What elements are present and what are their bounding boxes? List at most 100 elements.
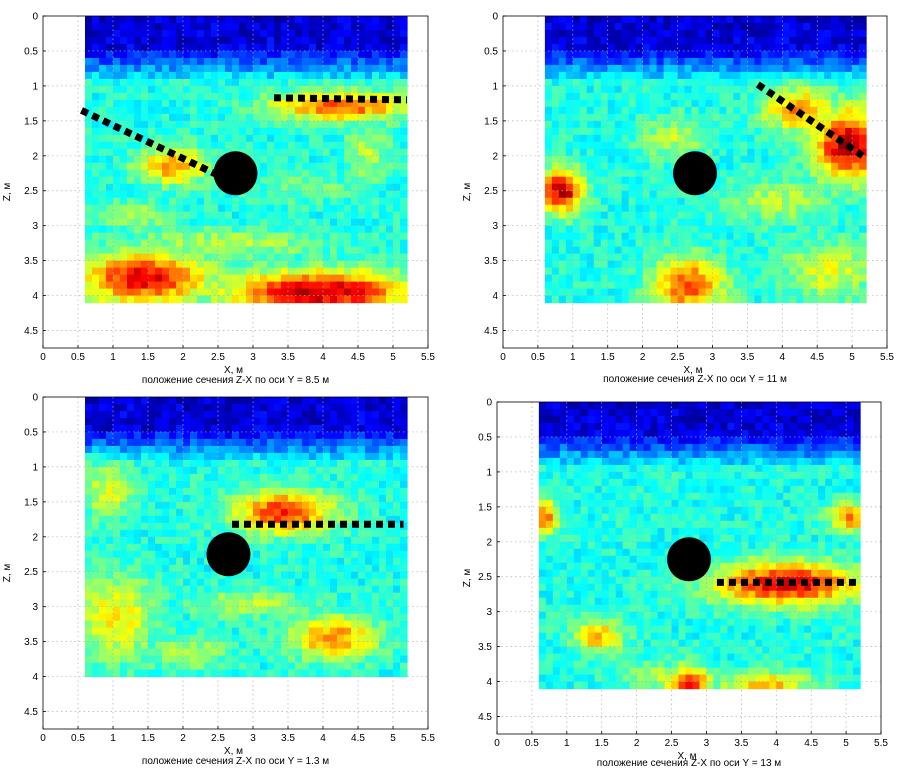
heatmap-cell	[141, 550, 149, 559]
heatmap-cell	[852, 239, 860, 248]
heatmap-cell	[768, 267, 776, 276]
heatmap-cell	[127, 113, 135, 122]
heatmap-cell	[155, 295, 163, 304]
heatmap-cell	[379, 127, 387, 136]
heatmap-cell	[393, 274, 401, 283]
heatmap-cell	[127, 424, 135, 433]
heatmap-cell	[649, 155, 658, 164]
heatmap-cell	[551, 246, 560, 255]
heatmap-cell	[113, 571, 121, 580]
heatmap-cell	[120, 550, 128, 559]
heatmap-cell	[302, 106, 310, 115]
heatmap-cell	[190, 662, 198, 671]
heatmap-cell	[558, 134, 567, 143]
heatmap-cell	[400, 239, 408, 248]
heatmap-cell	[761, 246, 769, 255]
heatmap-cell	[351, 295, 359, 304]
heatmap-cell	[239, 29, 247, 38]
heatmap-cell	[274, 85, 282, 94]
heatmap-cell	[824, 134, 832, 143]
heatmap-cell	[838, 295, 846, 304]
heatmap-cell	[288, 57, 296, 66]
heatmap-cell	[351, 183, 359, 192]
heatmap-cell	[197, 487, 205, 496]
heatmap-cell	[141, 397, 149, 405]
heatmap-cell	[169, 120, 177, 129]
heatmap-cell	[113, 648, 121, 657]
heatmap-cell	[365, 204, 373, 213]
heatmap-cell	[162, 183, 170, 192]
heatmap-cell	[838, 92, 846, 101]
heatmap-cell	[824, 16, 832, 24]
heatmap-cell	[204, 431, 212, 440]
heatmap-cell	[551, 36, 560, 45]
heatmap-cell	[859, 120, 867, 129]
heatmap-cell	[274, 225, 282, 234]
heatmap-cell	[831, 274, 839, 283]
heatmap-cell	[379, 57, 387, 66]
heatmap-cell	[267, 397, 275, 405]
heatmap-cell	[267, 197, 275, 206]
heatmap-cell	[246, 543, 254, 552]
heatmap-cell	[246, 508, 254, 517]
heatmap-cell	[155, 431, 163, 440]
heatmap-cell	[183, 410, 191, 419]
heatmap-cell	[260, 253, 268, 262]
heatmap-cell	[246, 487, 254, 496]
heatmap-cell	[246, 410, 254, 419]
heatmap-cell	[204, 515, 212, 524]
heatmap-cell	[593, 141, 602, 150]
heatmap-cell	[162, 550, 170, 559]
heatmap-cell	[113, 655, 121, 664]
heatmap-cell	[323, 120, 331, 129]
heatmap-cell	[775, 155, 783, 164]
heatmap-cell	[712, 50, 721, 59]
x-tick-label: 3.5	[740, 352, 754, 363]
heatmap-cell	[803, 16, 811, 24]
heatmap-cell	[218, 141, 226, 150]
heatmap-cell	[845, 120, 853, 129]
heatmap-cell	[99, 176, 107, 185]
z-axis-label: Z, м	[462, 183, 473, 202]
heatmap-cell	[747, 155, 755, 164]
heatmap-cell	[372, 225, 380, 234]
heatmap-cell	[134, 127, 142, 136]
heatmap-cell	[218, 662, 226, 671]
heatmap-cell	[761, 211, 769, 220]
heatmap-cell	[218, 424, 226, 433]
heatmap-cell	[267, 239, 275, 248]
heatmap-cell	[698, 211, 707, 220]
heatmap-cell	[99, 267, 107, 276]
heatmap-cell	[218, 78, 226, 87]
heatmap-cell	[796, 288, 804, 297]
heatmap-cell	[761, 281, 769, 290]
heatmap-cell	[99, 274, 107, 283]
heatmap-cell	[113, 36, 121, 45]
heatmap-cell	[337, 106, 345, 115]
heatmap-cell	[211, 225, 219, 234]
heatmap-cell	[768, 162, 776, 171]
heatmap-cell	[302, 22, 310, 31]
heatmap-cell	[253, 515, 261, 524]
heatmap-cell	[169, 620, 177, 629]
heatmap-cell	[831, 36, 839, 45]
heatmap-cell	[232, 106, 240, 115]
heatmap-cell	[558, 232, 567, 241]
z-tick-label: 3.5	[484, 256, 498, 267]
heatmap-cell	[162, 459, 170, 468]
heatmap-cell	[719, 85, 728, 94]
heatmap-cell	[309, 232, 317, 241]
heatmap-cell	[134, 669, 142, 678]
heatmap-cell	[607, 288, 616, 297]
heatmap-cell	[141, 113, 149, 122]
heatmap-cell	[386, 204, 394, 213]
heatmap-cell	[176, 452, 184, 461]
heatmap-cell	[393, 106, 401, 115]
heatmap-cell	[211, 613, 219, 622]
heatmap-cell	[726, 43, 734, 52]
heatmap-cell	[239, 431, 247, 440]
heatmap-cell	[635, 36, 644, 45]
heatmap-cell	[614, 197, 623, 206]
heatmap-cell	[323, 260, 331, 269]
heatmap-cell	[859, 71, 867, 80]
